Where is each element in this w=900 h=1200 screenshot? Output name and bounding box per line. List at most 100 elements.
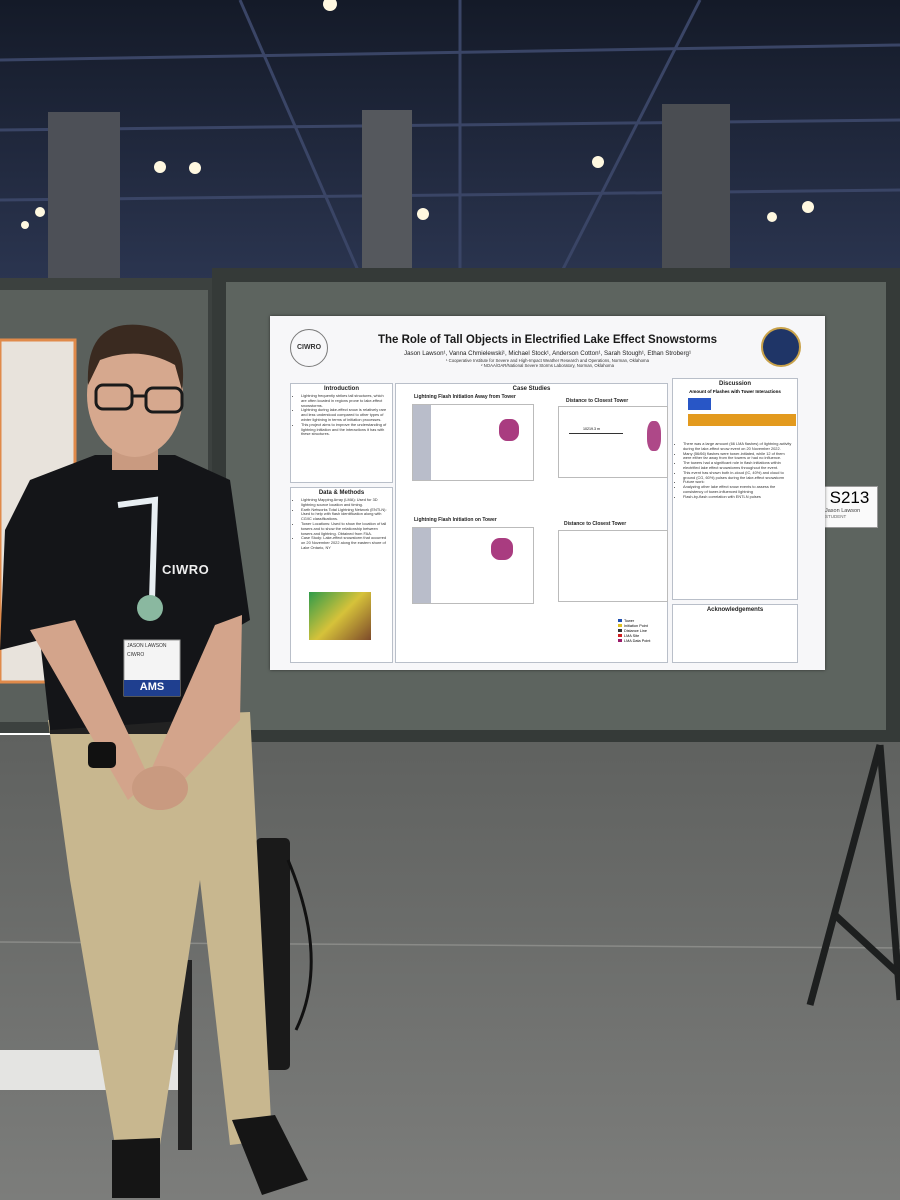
bullet-list: Lightning frequently strikes tall struct… (294, 393, 389, 437)
pants (48, 712, 272, 1145)
easel-stand (806, 744, 900, 1006)
legend-item: LMA Data Point (618, 639, 650, 644)
flash-cluster (499, 419, 519, 441)
legend-swatch (618, 634, 622, 637)
legend-item: Tower (618, 619, 650, 624)
bar-chart (676, 394, 796, 442)
shoe (112, 1138, 160, 1198)
booth-role: STUDENT (825, 514, 847, 519)
booth-name: Jason Lawson (825, 508, 861, 514)
lightning-map (412, 527, 534, 604)
ceiling-trusses (0, 0, 900, 276)
section-heading: Case Studies (512, 386, 551, 392)
affiliation: ¹ Cooperative Institute for Severe and H… (446, 358, 649, 363)
bullet: There was a large amount (66 LMA flashes… (683, 441, 794, 452)
hands (132, 766, 188, 810)
case-studies-section: Case Studies Lightning Flash Initiation … (395, 383, 668, 663)
glasses (94, 383, 184, 414)
badge-org: CIWRO (127, 652, 145, 658)
lightning-map (412, 404, 534, 481)
watch (88, 742, 116, 768)
legend-item: LMA Site (618, 634, 650, 639)
shoe (232, 1115, 308, 1195)
arm (140, 615, 242, 800)
affiliation: ² NOAA/OAR/National Severe Storms Labora… (481, 363, 614, 368)
tube-strap (286, 859, 313, 1031)
pillar (362, 110, 412, 280)
bullet: Tower Locations: Used to show the locati… (301, 521, 389, 536)
panel-title: Distance to Closest Tower (564, 521, 627, 527)
legend-swatch (618, 639, 622, 642)
distance-map: 10219.3 m (558, 406, 668, 478)
person (0, 324, 308, 1198)
legend-label: LMA Data Point (624, 639, 651, 643)
discussion-section: Discussion Amount of Flashes with Tower … (672, 378, 798, 600)
poster-title: The Role of Tall Objects in Electrified … (377, 334, 718, 346)
legend-label: Initiation Point (624, 624, 648, 628)
chart-title: Amount of Flashes with Tower Interaction… (689, 389, 781, 394)
logo-left: CIWRO (290, 329, 328, 367)
legend: Tower Initiation Point Distance Line LMA Si… (618, 619, 650, 644)
legend-label: LMA Site (624, 634, 640, 638)
legend-swatch (618, 619, 622, 622)
acknowledgements-section: Acknowledgements (672, 604, 798, 663)
distance-map (558, 530, 668, 602)
data-methods-section: Data & Methods Lightning Mapping Array (… (290, 487, 393, 663)
hair (87, 324, 184, 390)
lake (413, 405, 431, 480)
pillar (662, 104, 730, 279)
bullet: Future work: (683, 480, 794, 485)
legend-swatch (618, 629, 622, 632)
section-heading: Data & Methods (318, 490, 365, 496)
arm (30, 620, 150, 800)
ceiling (0, 0, 900, 280)
bullet: This project aims to improve the underst… (301, 422, 389, 437)
section-heading: Discussion (718, 381, 751, 387)
bar (688, 414, 796, 426)
bullet: Earth Networks Total Lightning Network (… (301, 507, 389, 522)
bullet: This event has shown both in-cloud (IC, … (683, 470, 794, 481)
legend-item: Distance Line (618, 629, 650, 634)
badge-event: AMS (139, 681, 165, 693)
ceiling-lights (21, 0, 814, 229)
bullet: Analyzing other lake effect snow events … (683, 484, 794, 495)
section-heading: Acknowledgements (706, 607, 764, 613)
legend-label: Distance Line (624, 629, 648, 633)
poster: CIWRO The Role of Tall Objects in Electr… (270, 316, 825, 670)
lanyard (117, 496, 159, 601)
panel-title: Lightning Flash Initiation on Tower (414, 517, 497, 523)
legend-swatch (618, 624, 622, 627)
pillar (48, 112, 120, 282)
lake (413, 528, 431, 603)
logo-right (761, 327, 801, 367)
distance-line (569, 433, 623, 434)
bullet: Many (56/66) flashes were tower-initiate… (683, 451, 794, 462)
bullet: Lightning during lake-effect snow is rel… (301, 407, 389, 422)
booth-sign: S213 Jason Lawson STUDENT (821, 486, 878, 528)
bullet: Case Study: Lake-effect snowstorm that o… (301, 535, 389, 550)
bullet-list: Lightning Mapping Array (LMA): Used for … (294, 497, 389, 551)
legend-item: Initiation Point (618, 624, 650, 629)
badge-name: JASON LAWSON (127, 643, 167, 649)
terrain-map (309, 592, 371, 640)
flash-cluster (491, 538, 513, 560)
badge-band (124, 680, 180, 696)
bullet: Lightning frequently strikes tall struct… (301, 393, 389, 408)
distance-label: 10219.3 m (583, 427, 600, 431)
booth-code: S213 (829, 488, 870, 507)
bar (688, 398, 711, 410)
bullet: The towers had a significant role in fla… (683, 460, 794, 471)
flash-cluster (647, 421, 661, 451)
poster-authors: Jason Lawson¹, Vanna Chmielewski¹, Micha… (403, 350, 692, 357)
panel-title: Distance to Closest Tower (566, 398, 629, 404)
stand-leg (178, 960, 192, 1150)
introduction-section: Introduction Lightning frequently strike… (290, 383, 393, 483)
bullet-list: There was a large amount (66 LMA flashes… (676, 441, 794, 500)
panel-title: Lightning Flash Initiation Away from Tow… (414, 394, 516, 400)
bullet: Flash-by-flash correlation with ENTLN pu… (683, 494, 794, 500)
bullet: Lightning Mapping Array (LMA): Used for … (301, 497, 389, 508)
legend-label: Tower (624, 619, 635, 623)
section-heading: Introduction (324, 386, 359, 392)
shirt-logo: CIWRO (162, 562, 210, 577)
